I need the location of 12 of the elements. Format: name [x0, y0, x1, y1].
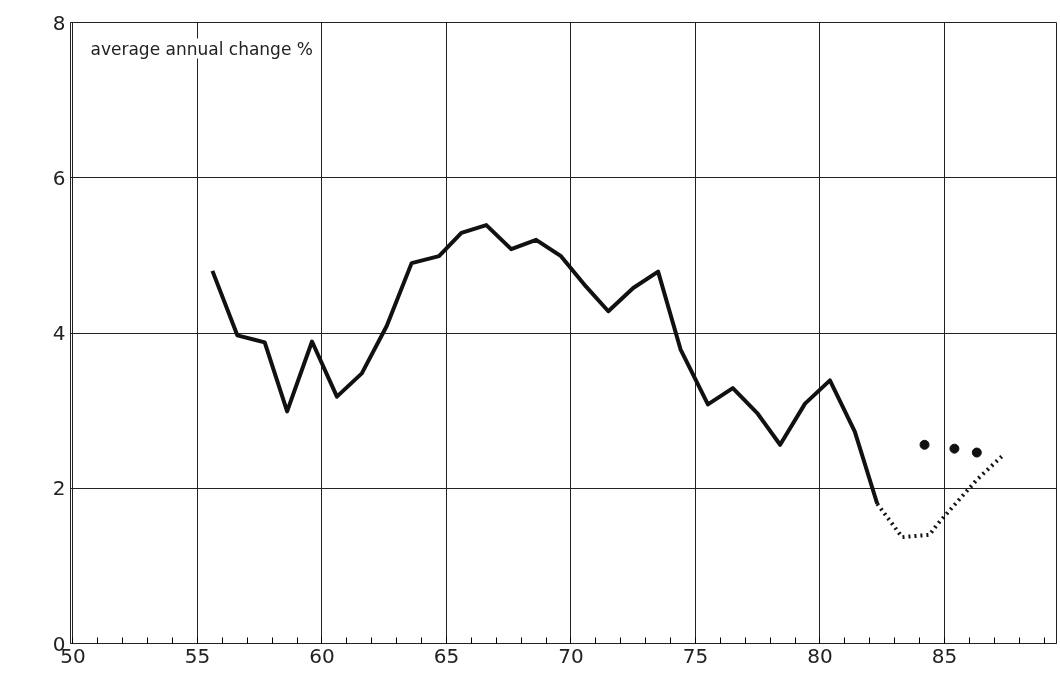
x-tick-label: 85 — [931, 643, 958, 668]
annotation: average annual change % — [90, 38, 313, 59]
x-tick-label: 55 — [184, 643, 211, 668]
x-tick-label: 70 — [558, 643, 584, 668]
x-tick-label: 65 — [433, 643, 460, 668]
y-tick-label: 6 — [52, 165, 66, 190]
y-tick-label: 4 — [52, 321, 66, 345]
x-tick-label: 60 — [309, 643, 335, 668]
x-tick-label: 80 — [807, 643, 833, 668]
y-tick-label: 8 — [52, 10, 66, 35]
y-tick-label: 2 — [52, 476, 66, 501]
x-tick-label: 75 — [682, 643, 709, 668]
